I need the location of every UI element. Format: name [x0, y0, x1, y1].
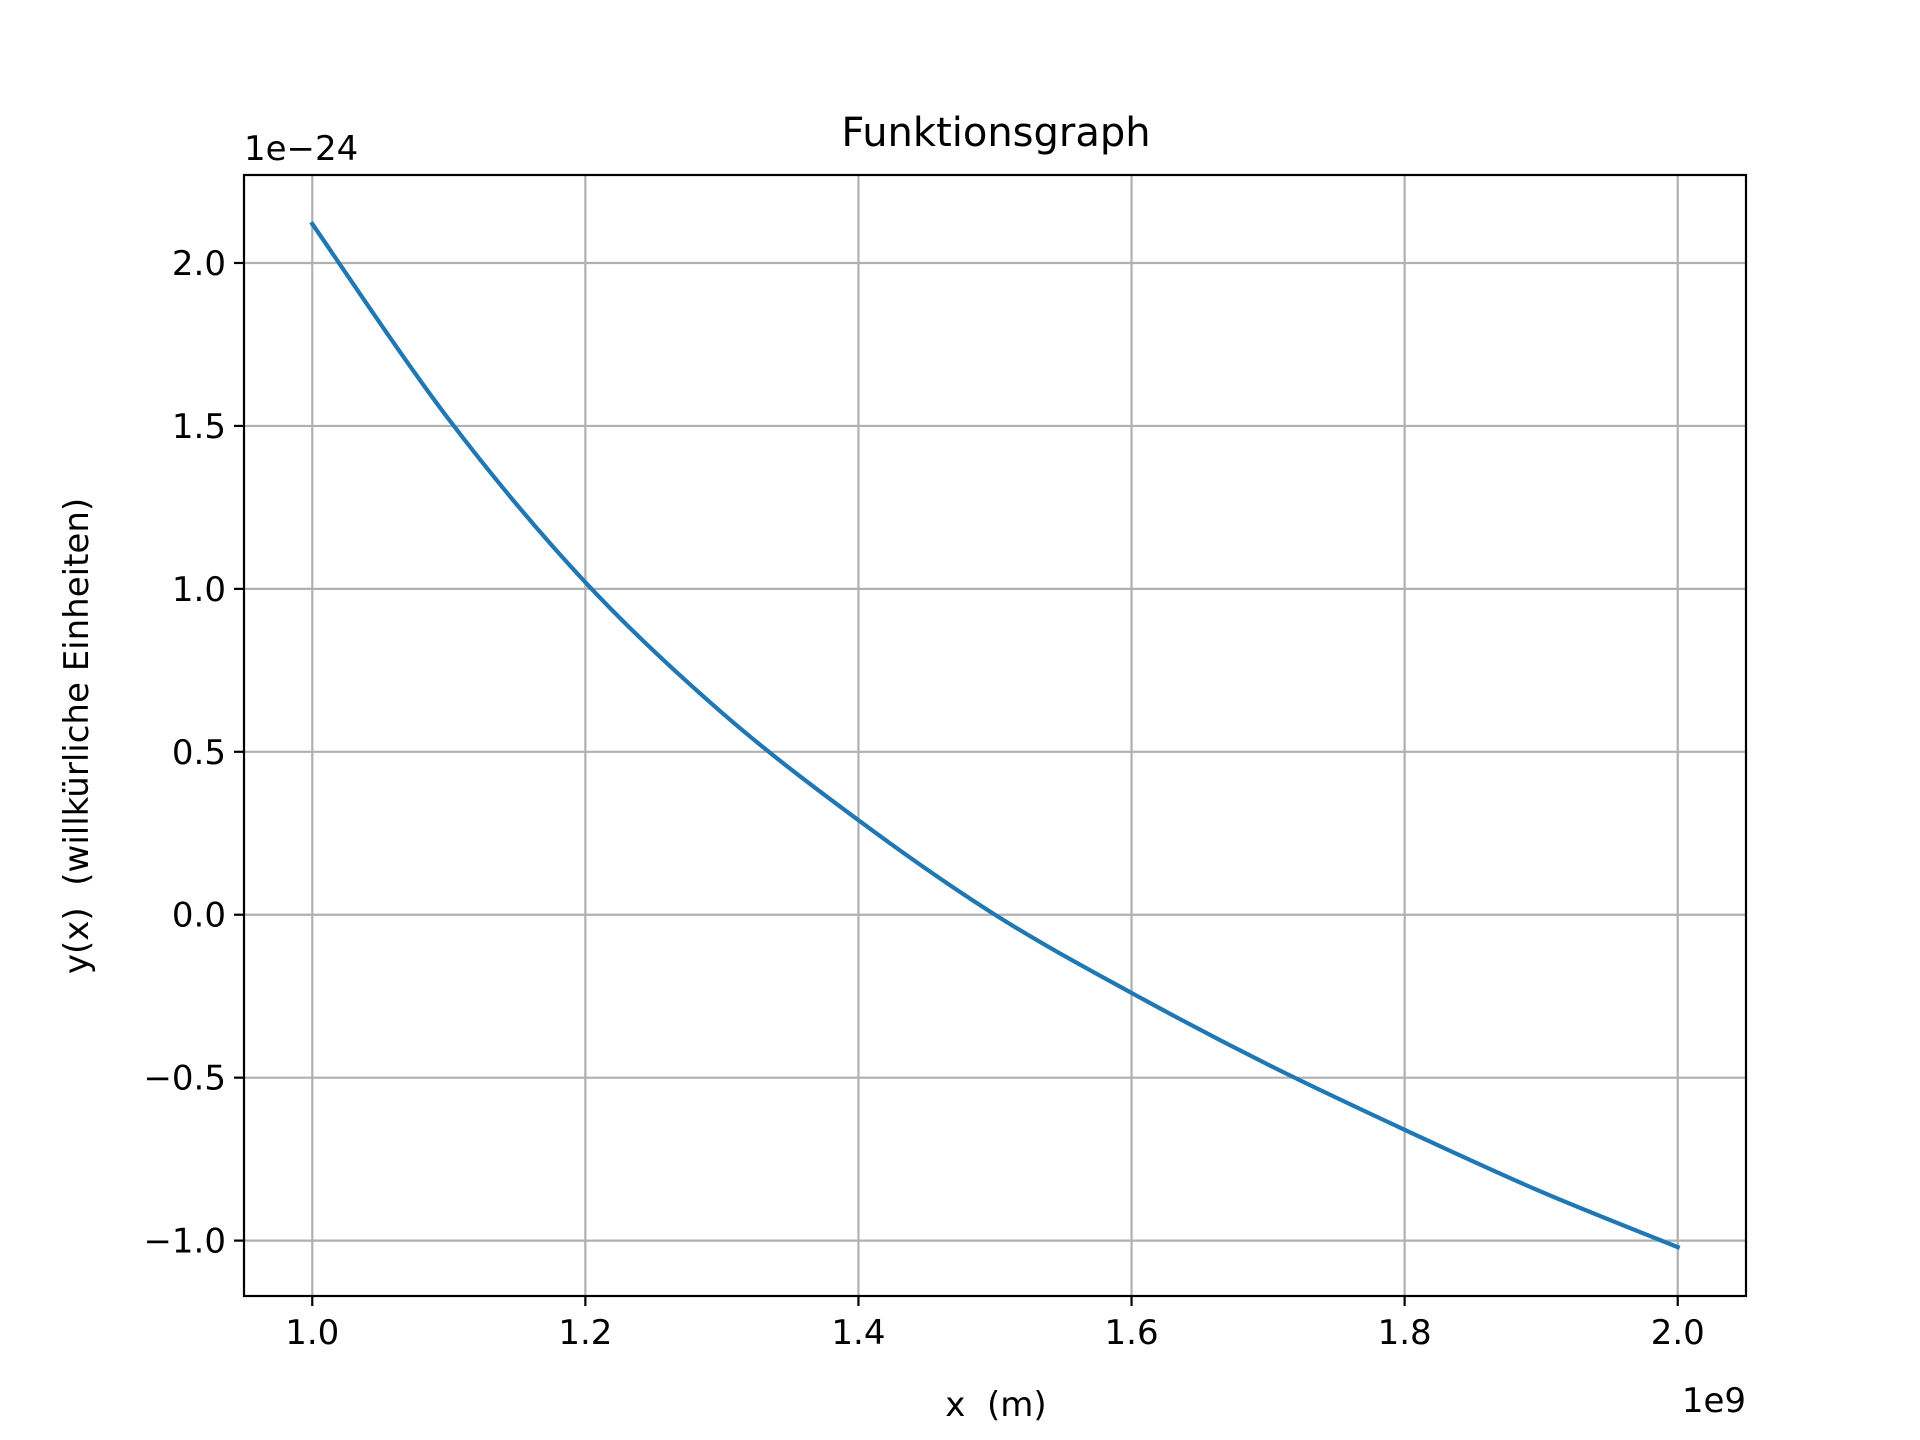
- x-axis-label: x (m): [945, 1385, 1046, 1425]
- chart-title: Funktionsgraph: [841, 110, 1150, 156]
- tick-labels: 1.0 1.2 1.4 1.6 1.8 2.0 −1.0 −0.5 0.0 0.5 1.0 1.5 2.…: [143, 244, 1704, 1353]
- y-tick-label: 0.0: [172, 896, 226, 936]
- x-tick-label: 1.2: [558, 1313, 612, 1353]
- x-tick-label: 1.8: [1378, 1313, 1432, 1353]
- y-tick-label: 2.0: [172, 244, 226, 284]
- x-tick-label: 1.4: [831, 1313, 885, 1353]
- ticks: [234, 261, 1679, 1306]
- y-offset-text: 1e−24: [244, 129, 358, 169]
- grid: [244, 175, 1746, 1296]
- x-tick-label: 1.0: [285, 1313, 339, 1353]
- x-tick-label: 2.0: [1651, 1313, 1705, 1353]
- plot-frame: [242, 173, 1748, 1298]
- y-tick-label: −0.5: [143, 1059, 226, 1099]
- x-offset-text: 1e9: [1682, 1381, 1746, 1421]
- series-layer: [309, 220, 1681, 1250]
- y-tick-label: 1.0: [172, 570, 226, 610]
- y-tick-label: 0.5: [172, 733, 226, 773]
- y-axis-label: y(x) (willkürliche Einheiten): [57, 498, 97, 974]
- y-tick-label: 1.5: [172, 407, 226, 447]
- x-tick-label: 1.6: [1105, 1313, 1159, 1353]
- y-tick-label: −1.0: [143, 1222, 226, 1262]
- series-line: [309, 220, 1681, 1250]
